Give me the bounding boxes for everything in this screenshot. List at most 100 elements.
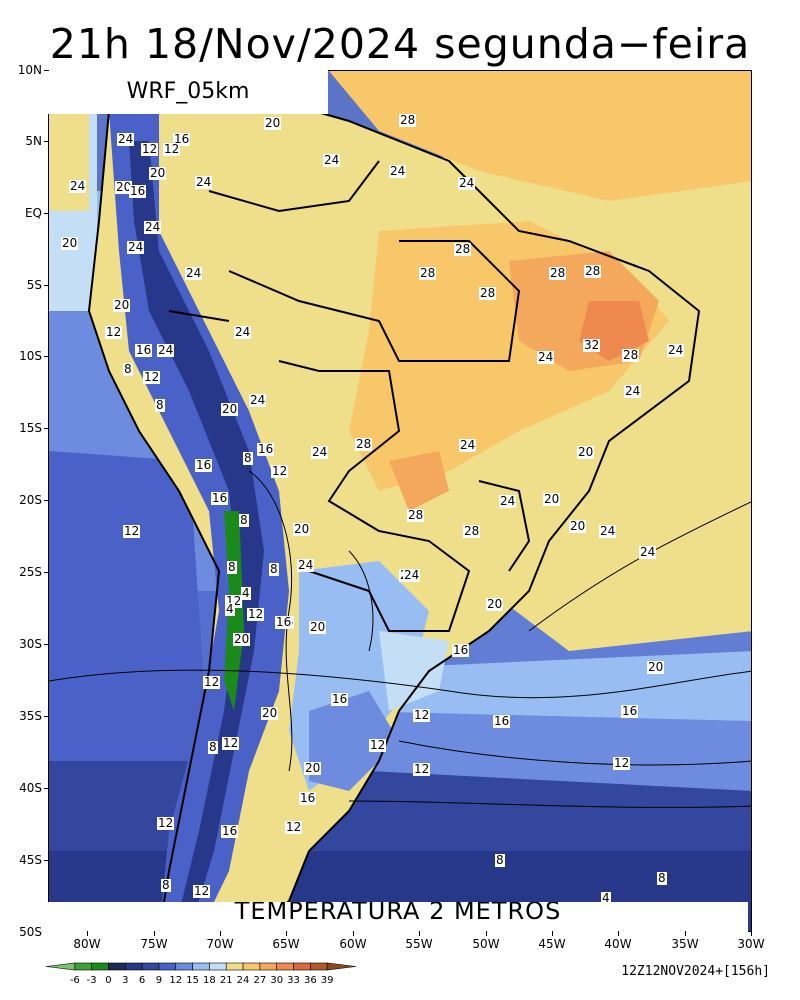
model-label: WRF_05km (48, 70, 328, 114)
contour-label: 16 (129, 184, 147, 198)
contour-label: 28 (463, 524, 481, 538)
contour-label: 24 (389, 164, 407, 178)
lat-tick (44, 860, 49, 861)
contour-label: 28 (407, 508, 425, 522)
contour-label: 24 (639, 545, 657, 559)
lat-tick-label: 5S (26, 278, 42, 292)
colorbar-swatch (242, 962, 261, 971)
colorbar-tick-label: 27 (253, 975, 267, 986)
contour-label: 16 (211, 491, 229, 505)
contour-label: 12 (285, 820, 303, 834)
contour-label: 24 (403, 568, 421, 582)
map-svg (49, 71, 751, 931)
colorbar-tick-label: 36 (303, 975, 317, 986)
contour-label: 12 (413, 762, 431, 776)
colorbar-tick-label: 30 (270, 975, 284, 986)
contour-label: 24 (157, 343, 175, 357)
lon-tick-label: 70W (206, 937, 234, 951)
lon-tick-label: 80W (73, 937, 101, 951)
lat-tick-label: 20S (19, 493, 42, 507)
lon-tick (419, 931, 420, 936)
colorbar-swatch (158, 962, 177, 971)
contour-label: 12 (271, 464, 289, 478)
colorbar-tick-label: -6 (69, 975, 80, 986)
lon-tick (685, 931, 686, 936)
lat-tick-label: 30S (19, 637, 42, 651)
lat-tick-label: 10S (19, 349, 42, 363)
contour-label: 8 (657, 871, 667, 885)
lon-tick (87, 931, 88, 936)
lat-tick-label: 10N (17, 63, 42, 77)
lon-tick (751, 931, 752, 936)
colorbar-swatch (46, 962, 76, 971)
contour-label: 20 (309, 620, 327, 634)
colorbar-tick-label: 33 (287, 975, 300, 986)
contour-label: 24 (249, 393, 267, 407)
contour-label: 8 (269, 562, 279, 576)
contour-label: 24 (599, 524, 617, 538)
lat-tick-label: 25S (19, 565, 42, 579)
contour-label: 16 (257, 442, 275, 456)
contour-label: 8 (155, 398, 165, 412)
colorbar-swatch (259, 962, 278, 971)
lat-tick-label: 5N (25, 134, 42, 148)
lon-tick (353, 931, 354, 936)
contour-label: 24 (323, 153, 341, 167)
colorbar-swatch (293, 962, 311, 971)
contour-label: 20 (543, 492, 561, 506)
contour-label: 16 (275, 615, 293, 629)
lat-tick-label: 40S (19, 781, 42, 795)
contour-label: 8 (239, 513, 249, 527)
colorbar-swatch (141, 962, 160, 971)
contour-label: 20 (293, 522, 311, 536)
colorbar-swatch (192, 962, 210, 971)
map-title: 21h 18/Nov/2024 segunda−feira (49, 20, 751, 68)
contour-label: 20 (261, 706, 279, 720)
contour-label: 12 (143, 370, 161, 384)
colorbar-tick-label: 24 (236, 975, 250, 986)
colorbar-swatch (175, 962, 193, 971)
lon-tick-label: 65W (272, 937, 300, 951)
contour-label: 20 (647, 660, 665, 674)
colorbar-swatch (74, 962, 92, 971)
contour-label: 12 (123, 524, 141, 538)
colorbar-tick-label: 0 (105, 975, 112, 986)
lat-tick-label: 15S (19, 421, 42, 435)
contour-label: 28 (584, 264, 602, 278)
lat-tick (44, 716, 49, 717)
field-label: TEMPERATURA 2 METROS (48, 902, 748, 932)
contour-label: 28 (622, 348, 640, 362)
contour-label: 8 (123, 362, 133, 376)
colorbar-swatch (326, 962, 356, 971)
contour-label: 16 (493, 714, 511, 728)
lon-tick-label: 50W (472, 937, 500, 951)
contour-label: 28 (549, 266, 567, 280)
contour-label: 24 (458, 176, 476, 190)
colorbar-swatch (124, 962, 143, 971)
contour-label: 20 (577, 445, 595, 459)
contour-label: 8 (161, 878, 171, 892)
contour-label: 16 (221, 824, 239, 838)
contour-label: 12 (163, 142, 181, 156)
contour-label: 24 (69, 179, 87, 193)
contour-label: 20 (486, 597, 504, 611)
contour-label: 32 (583, 338, 601, 352)
contour-label: 4 (225, 602, 235, 616)
lat-tick (44, 213, 49, 214)
contour-label: 12 (203, 675, 221, 689)
colorbar-tick-label: 12 (169, 975, 183, 986)
contour-label: 24 (144, 220, 162, 234)
contour-label: 12 (247, 607, 265, 621)
contour-label: 24 (667, 343, 685, 357)
contour-label: 16 (452, 643, 470, 657)
contour-label: 16 (331, 692, 349, 706)
contour-label: 8 (208, 740, 218, 754)
contour-label: 20 (61, 236, 79, 250)
lat-tick (44, 285, 49, 286)
contour-label: 12 (413, 708, 431, 722)
contour-label: 4 (601, 891, 611, 905)
contour-label: 16 (621, 704, 639, 718)
contour-label: 20 (113, 298, 131, 312)
contour-label: 16 (135, 343, 153, 357)
contour-label: 12 (222, 736, 240, 750)
